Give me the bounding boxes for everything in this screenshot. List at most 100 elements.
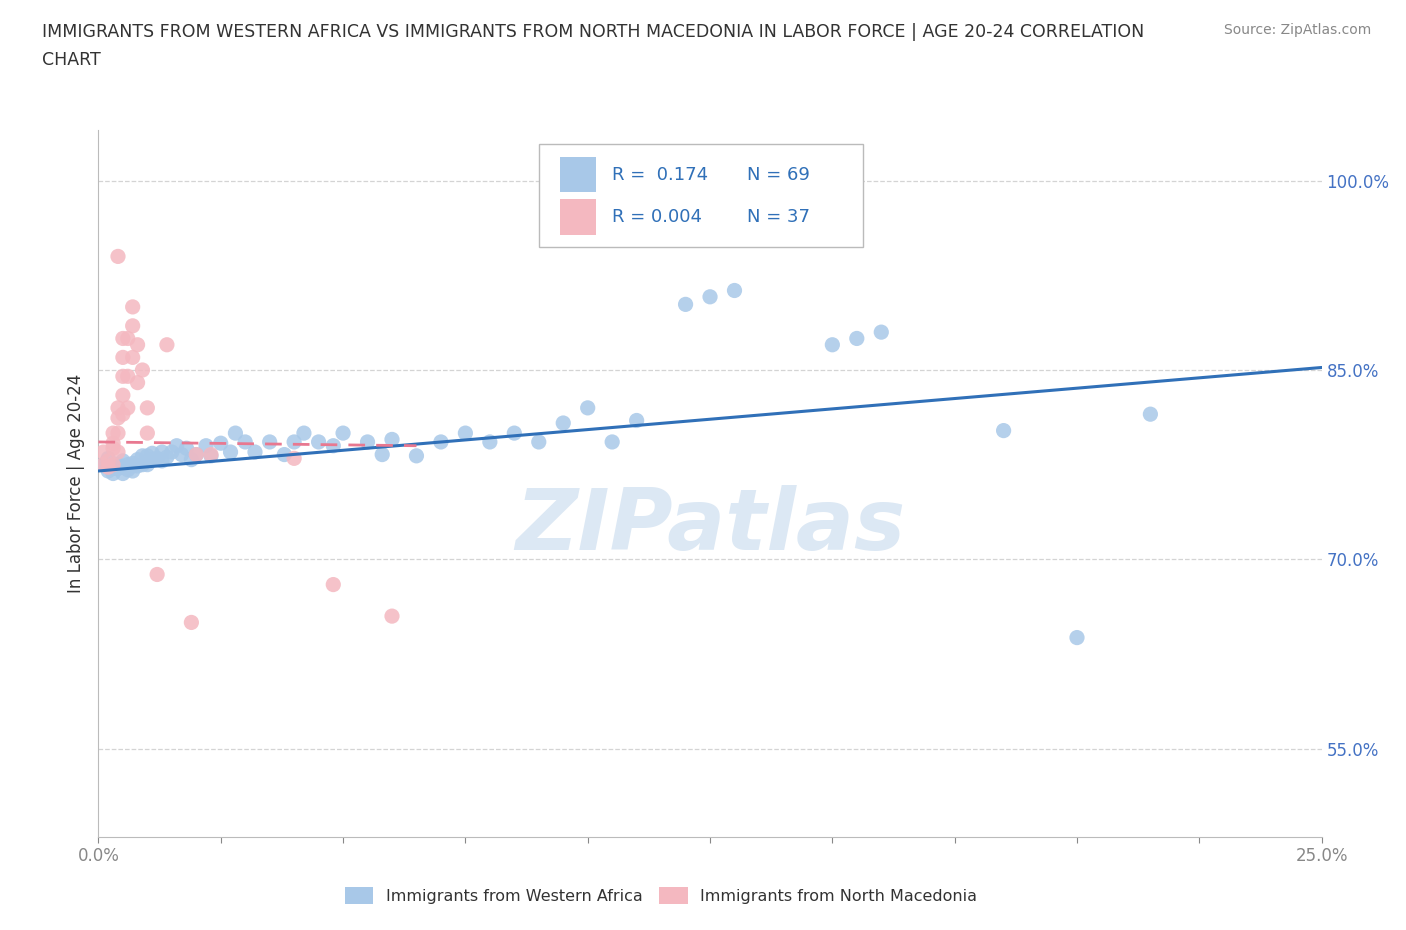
Point bbox=[283, 434, 305, 449]
Point bbox=[176, 441, 198, 456]
Point bbox=[121, 350, 143, 365]
Point bbox=[332, 426, 354, 441]
Point bbox=[141, 445, 163, 460]
Point bbox=[107, 401, 129, 416]
Point bbox=[553, 416, 575, 431]
Text: R =  0.174: R = 0.174 bbox=[612, 166, 709, 184]
Point bbox=[127, 375, 149, 390]
FancyBboxPatch shape bbox=[538, 144, 863, 246]
Point bbox=[200, 448, 222, 463]
Point bbox=[186, 447, 208, 462]
Point bbox=[111, 406, 134, 421]
Point bbox=[101, 461, 124, 476]
Bar bbox=[560, 199, 596, 234]
Point bbox=[156, 450, 179, 465]
Point bbox=[146, 451, 169, 466]
Point bbox=[121, 463, 143, 478]
Point bbox=[117, 369, 139, 384]
Point bbox=[107, 461, 129, 476]
Point bbox=[97, 459, 120, 474]
Point bbox=[273, 447, 295, 462]
Point bbox=[107, 445, 129, 459]
Point bbox=[111, 369, 134, 384]
Point bbox=[322, 438, 344, 453]
Point bbox=[224, 426, 246, 441]
Point bbox=[101, 458, 124, 472]
Point bbox=[259, 434, 281, 449]
Bar bbox=[560, 157, 596, 193]
Point bbox=[91, 445, 114, 459]
Point bbox=[845, 331, 868, 346]
Point bbox=[121, 458, 143, 473]
Point bbox=[117, 401, 139, 416]
Point bbox=[576, 401, 599, 416]
Point bbox=[150, 445, 173, 459]
Text: R = 0.004: R = 0.004 bbox=[612, 208, 702, 226]
Point bbox=[111, 466, 134, 481]
Point bbox=[121, 456, 143, 471]
Point bbox=[675, 297, 697, 312]
Point bbox=[160, 445, 183, 459]
Point bbox=[136, 448, 159, 463]
Y-axis label: In Labor Force | Age 20-24: In Labor Force | Age 20-24 bbox=[66, 374, 84, 593]
Point bbox=[1139, 406, 1161, 421]
Point bbox=[478, 434, 501, 449]
Point bbox=[131, 448, 153, 463]
Point bbox=[136, 401, 159, 416]
Point bbox=[195, 438, 218, 453]
Point bbox=[503, 426, 526, 441]
Point bbox=[101, 441, 124, 456]
Point bbox=[308, 434, 330, 449]
Point bbox=[381, 432, 404, 447]
Point bbox=[101, 426, 124, 441]
Point bbox=[107, 249, 129, 264]
Point bbox=[356, 434, 378, 449]
Point bbox=[283, 451, 305, 466]
Point bbox=[993, 423, 1015, 438]
Point bbox=[101, 466, 124, 481]
Point bbox=[111, 454, 134, 469]
Point bbox=[723, 283, 745, 298]
Point bbox=[699, 289, 721, 304]
Text: N = 69: N = 69 bbox=[747, 166, 810, 184]
Point bbox=[821, 338, 844, 352]
Point bbox=[117, 458, 139, 472]
Point bbox=[430, 434, 453, 449]
Point bbox=[381, 609, 404, 624]
Point bbox=[405, 448, 427, 463]
Point bbox=[111, 388, 134, 403]
Text: CHART: CHART bbox=[42, 51, 101, 69]
Point bbox=[117, 331, 139, 346]
Point bbox=[170, 447, 193, 462]
Point bbox=[136, 458, 159, 472]
Point bbox=[150, 454, 173, 469]
Point bbox=[141, 452, 163, 467]
Point bbox=[454, 426, 477, 441]
Point bbox=[186, 447, 208, 462]
Point bbox=[131, 458, 153, 472]
Point bbox=[1066, 631, 1088, 645]
Point bbox=[527, 434, 550, 449]
Point bbox=[180, 615, 202, 630]
Point bbox=[101, 436, 124, 451]
Point bbox=[111, 331, 134, 346]
Point bbox=[127, 338, 149, 352]
Point bbox=[131, 363, 153, 378]
Point bbox=[91, 458, 114, 472]
Point bbox=[111, 459, 134, 474]
Point bbox=[233, 434, 256, 449]
Point bbox=[111, 350, 134, 365]
Point bbox=[121, 318, 143, 333]
Point bbox=[91, 458, 114, 472]
Point bbox=[127, 452, 149, 467]
Point bbox=[243, 445, 266, 459]
Point bbox=[870, 325, 893, 339]
Point bbox=[97, 454, 120, 469]
Point bbox=[107, 426, 129, 441]
Point bbox=[180, 452, 202, 467]
Point bbox=[107, 410, 129, 425]
Text: Source: ZipAtlas.com: Source: ZipAtlas.com bbox=[1223, 23, 1371, 37]
Point bbox=[127, 458, 149, 473]
Point bbox=[156, 338, 179, 352]
Point bbox=[121, 299, 143, 314]
